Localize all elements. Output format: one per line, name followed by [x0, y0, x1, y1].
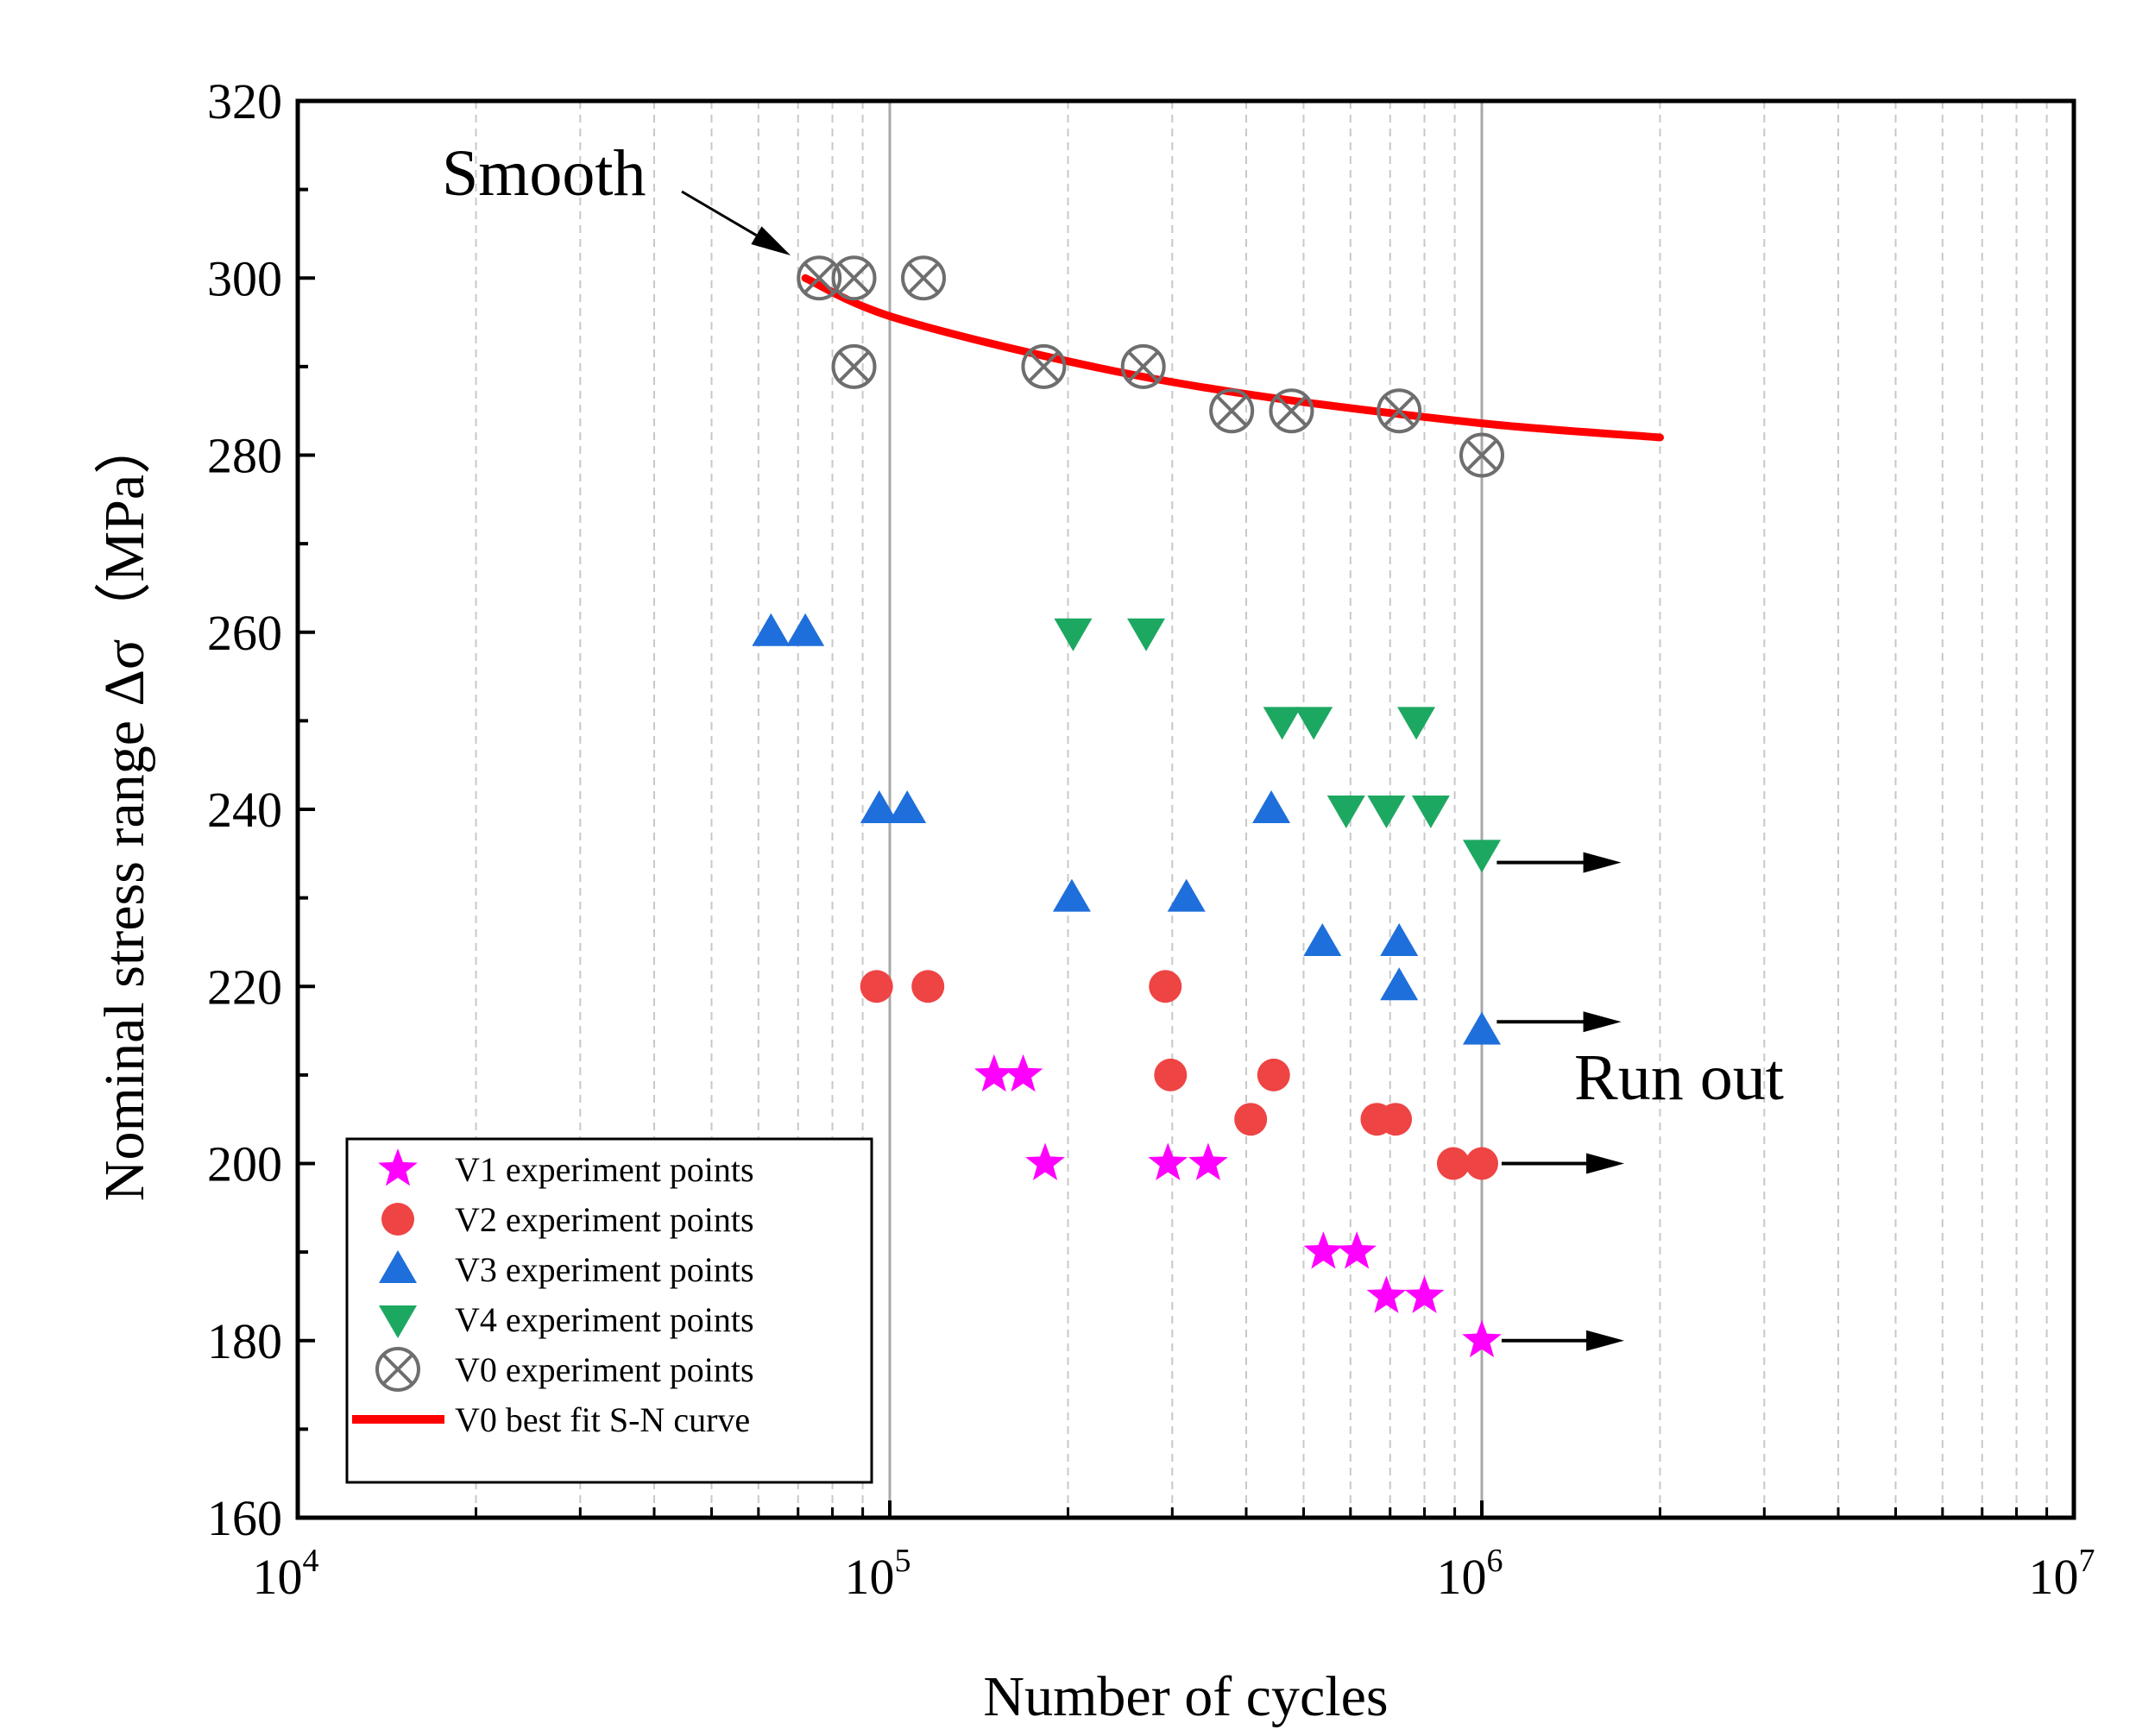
- data-point-v0: [1120, 343, 1166, 389]
- smooth-arrow: [681, 190, 791, 255]
- data-point-v4: [1263, 707, 1301, 740]
- data-point-v3: [1463, 1011, 1501, 1045]
- runout-arrow: [1501, 1153, 1625, 1174]
- data-point-v2: [1154, 1058, 1188, 1091]
- legend-box: [345, 1137, 873, 1484]
- legend-label-v3: V3 experiment points: [455, 1250, 754, 1289]
- y-axis-title: Nominal stress range Δσ（MPa）: [93, 418, 156, 1201]
- legend-label-v4: V4 experiment points: [455, 1300, 754, 1339]
- legend-swatch-v2: [381, 1203, 414, 1236]
- data-point-v3: [752, 613, 791, 646]
- y-tick-label: 320: [207, 73, 282, 129]
- data-point-v1: [1303, 1231, 1344, 1269]
- axis-ticks: 160 180 200 220 240 260 280 300 320 104 105 106 107: [207, 73, 2095, 1605]
- y-tick-label: 180: [207, 1313, 282, 1369]
- y-tick-label: 280: [207, 428, 282, 484]
- data-point-v2: [1149, 970, 1182, 1003]
- y-tick-label: 220: [207, 959, 282, 1015]
- data-point-v1: [1188, 1142, 1228, 1180]
- data-point-v0: [797, 255, 842, 301]
- legend-label-v2: V2 experiment points: [455, 1200, 754, 1239]
- data-point-v0: [901, 255, 947, 301]
- y-tick-label: 240: [207, 782, 282, 838]
- data-point-v4: [1295, 707, 1333, 740]
- annotations: Smooth Run out: [442, 137, 1784, 1114]
- data-point-v3: [888, 790, 927, 823]
- data-point-v4: [1411, 796, 1450, 828]
- data-point-v0: [1269, 388, 1314, 434]
- data-point-v3: [1052, 878, 1091, 912]
- data-point-v4: [1054, 618, 1093, 651]
- legend-swatch-v3: [379, 1250, 417, 1283]
- data-point-v2: [1257, 1058, 1290, 1091]
- runout-arrow: [1501, 1330, 1625, 1351]
- data-point-v2: [911, 970, 945, 1003]
- y-tick-label: 300: [207, 250, 282, 306]
- annotation-smooth: Smooth: [442, 137, 646, 210]
- data-point-v0: [1021, 343, 1067, 389]
- data-point-v2: [1436, 1147, 1470, 1180]
- data-point-v0: [1209, 388, 1255, 434]
- data-point-v0: [831, 343, 877, 389]
- legend: V1 experiment points V2 experiment point…: [345, 1137, 873, 1484]
- data-point-v1: [1366, 1275, 1407, 1313]
- annotation-run-out: Run out: [1574, 1041, 1784, 1114]
- data-point-v1: [1404, 1275, 1445, 1313]
- legend-label-v0: V0 experiment points: [455, 1350, 754, 1389]
- data-point-v0: [831, 255, 877, 301]
- x-tick-label: 106: [1437, 1543, 1503, 1605]
- data-point-v2: [860, 970, 893, 1003]
- fit-curve-v0: [801, 274, 1664, 442]
- data-point-v1: [1462, 1319, 1502, 1358]
- y-tick-label: 200: [207, 1136, 282, 1192]
- data-point-v3: [860, 790, 898, 823]
- data-point-v4: [1463, 840, 1501, 873]
- data-point-v3: [1380, 922, 1419, 956]
- legend-swatch-v1: [378, 1148, 418, 1186]
- data-point-v0: [1459, 432, 1504, 478]
- x-tick-label: 107: [2029, 1543, 2095, 1605]
- data-point-v3: [786, 613, 825, 646]
- x-tick-label: 104: [253, 1543, 319, 1605]
- data-point-v1: [1337, 1231, 1377, 1269]
- data-point-v1: [1003, 1054, 1043, 1092]
- data-point-v0: [1377, 388, 1422, 434]
- runout-arrows-layer: [1496, 852, 1625, 1351]
- legend-swatch-v4: [379, 1305, 417, 1338]
- data-point-v3: [1303, 922, 1342, 956]
- legend-swatch-v0: [375, 1347, 420, 1392]
- data-point-v4: [1397, 707, 1436, 740]
- data-point-v1: [973, 1054, 1014, 1092]
- data-point-v4: [1127, 618, 1166, 651]
- data-point-v3: [1167, 878, 1206, 912]
- x-tick-label: 105: [845, 1543, 911, 1605]
- fit-curve-layer: [801, 274, 1664, 442]
- data-point-v3: [1252, 790, 1291, 823]
- x-axis-title: Number of cycles: [983, 1665, 1388, 1728]
- data-point-v1: [1148, 1142, 1188, 1180]
- data-point-v1: [1025, 1142, 1065, 1180]
- data-point-v2: [1234, 1103, 1268, 1136]
- data-point-v3: [1380, 967, 1419, 1001]
- runout-arrow: [1496, 852, 1622, 873]
- legend-label-fit-curve: V0 best fit S-N curve: [455, 1400, 750, 1439]
- y-tick-label: 260: [207, 605, 282, 661]
- data-point-v2: [1379, 1103, 1413, 1136]
- data-point-v4: [1367, 796, 1406, 828]
- data-point-v4: [1326, 796, 1365, 828]
- data-points-layer: [752, 255, 1504, 1358]
- data-point-v2: [1465, 1147, 1498, 1180]
- y-tick-label: 160: [207, 1490, 282, 1546]
- legend-label-v1: V1 experiment points: [455, 1150, 754, 1189]
- runout-arrow: [1496, 1011, 1622, 1033]
